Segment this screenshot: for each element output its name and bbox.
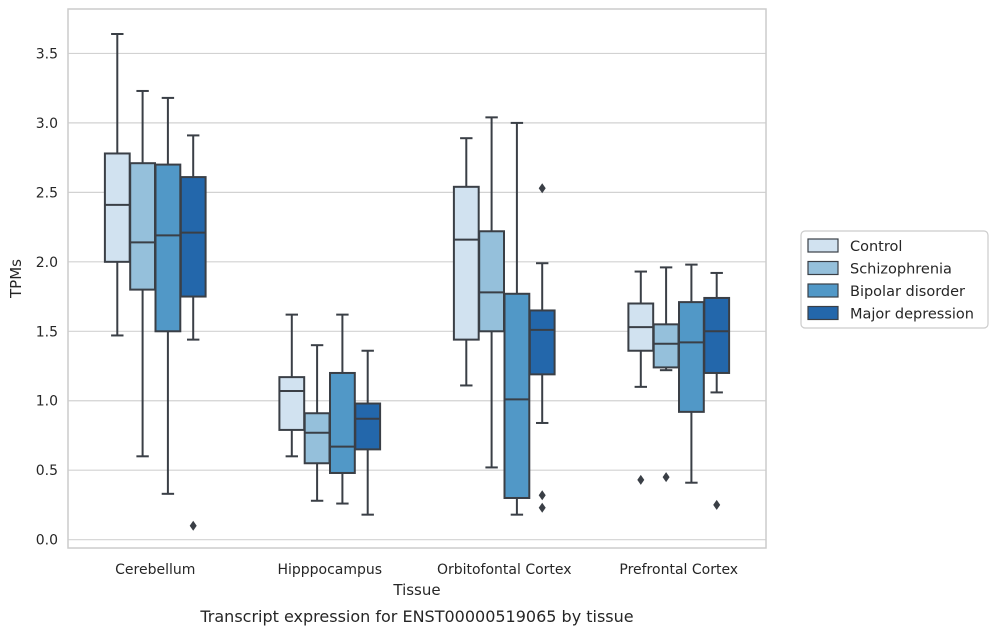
legend-swatch [807, 238, 839, 253]
outlier-point [713, 499, 721, 510]
x-tick-label: Hipppocampus [277, 562, 382, 578]
y-tick-label: 1.5 [36, 324, 58, 340]
box-major-depression [528, 183, 556, 513]
iqr-box [103, 152, 131, 263]
box-control [103, 33, 131, 337]
iqr-box [354, 402, 382, 451]
x-tick-label: Orbitofontal Cortex [437, 562, 572, 578]
box-schizophrenia [478, 116, 505, 469]
iqr-box [703, 296, 731, 374]
box-bipolar-disorder [329, 313, 356, 505]
iqr-box [452, 185, 480, 341]
box-major-depression [354, 349, 382, 516]
iqr-box [129, 162, 156, 291]
chart-caption: Transcript expression for ENST0000051906… [199, 607, 633, 626]
legend-label: Schizophrenia [850, 262, 952, 278]
iqr-box [278, 376, 306, 431]
y-tick-label: 3.5 [36, 46, 58, 62]
y-tick-label: 0.5 [36, 463, 58, 479]
y-tick-label: 2.5 [36, 185, 58, 201]
legend-label: Major depression [850, 307, 974, 323]
box-control [278, 313, 306, 458]
box-bipolar-disorder [503, 121, 531, 516]
iqr-box [528, 309, 556, 376]
legend-swatch [807, 305, 839, 321]
legend-label: Bipolar disorder [850, 284, 965, 300]
legend-swatch [807, 260, 839, 276]
plot-frame [67, 8, 767, 549]
iqr-box [154, 163, 182, 333]
y-axis-title: TPMs [7, 259, 25, 299]
x-tick-labels: Cerebellum Hipppocampus Orbitofontal Corte… [115, 562, 738, 578]
box-schizophrenia [129, 89, 156, 458]
x-axis-title: Tissue [392, 581, 440, 599]
box-control [627, 270, 655, 485]
iqr-box [303, 412, 331, 465]
iqr-box [478, 230, 505, 333]
y-tick-label: 1.0 [36, 394, 58, 410]
legend: Control Schizophrenia Bipolar disorder Majo… [800, 230, 989, 329]
iqr-box [179, 176, 207, 298]
y-tick-labels: 0.0 0.5 1.0 1.5 2.0 2.5 3.0 3.5 [36, 46, 58, 548]
box-schizophrenia [652, 266, 680, 483]
boxes [103, 33, 731, 531]
box-bipolar-disorder [678, 263, 705, 484]
box-schizophrenia [303, 344, 331, 502]
y-tick-label: 3.0 [36, 116, 58, 132]
outlier-point [637, 474, 645, 485]
outlier-point [189, 520, 197, 531]
legend-swatch [807, 283, 839, 298]
outlier-point [538, 490, 546, 501]
y-tick-label: 2.0 [36, 255, 58, 271]
iqr-box [503, 292, 531, 499]
box-major-depression [703, 271, 731, 510]
box-major-depression [179, 134, 207, 531]
y-tick-label: 0.0 [36, 533, 58, 549]
iqr-box [652, 323, 680, 369]
box-control [452, 137, 480, 387]
x-tick-label: Cerebellum [115, 562, 195, 578]
outlier-point [538, 502, 546, 513]
iqr-box [329, 371, 356, 474]
outlier-point [662, 472, 670, 483]
outlier-point [538, 183, 546, 194]
box-bipolar-disorder [154, 96, 182, 495]
legend-frame [800, 230, 989, 329]
legend-label: Control [850, 239, 902, 255]
x-tick-label: Prefrontal Cortex [619, 562, 738, 578]
iqr-box [678, 301, 705, 413]
